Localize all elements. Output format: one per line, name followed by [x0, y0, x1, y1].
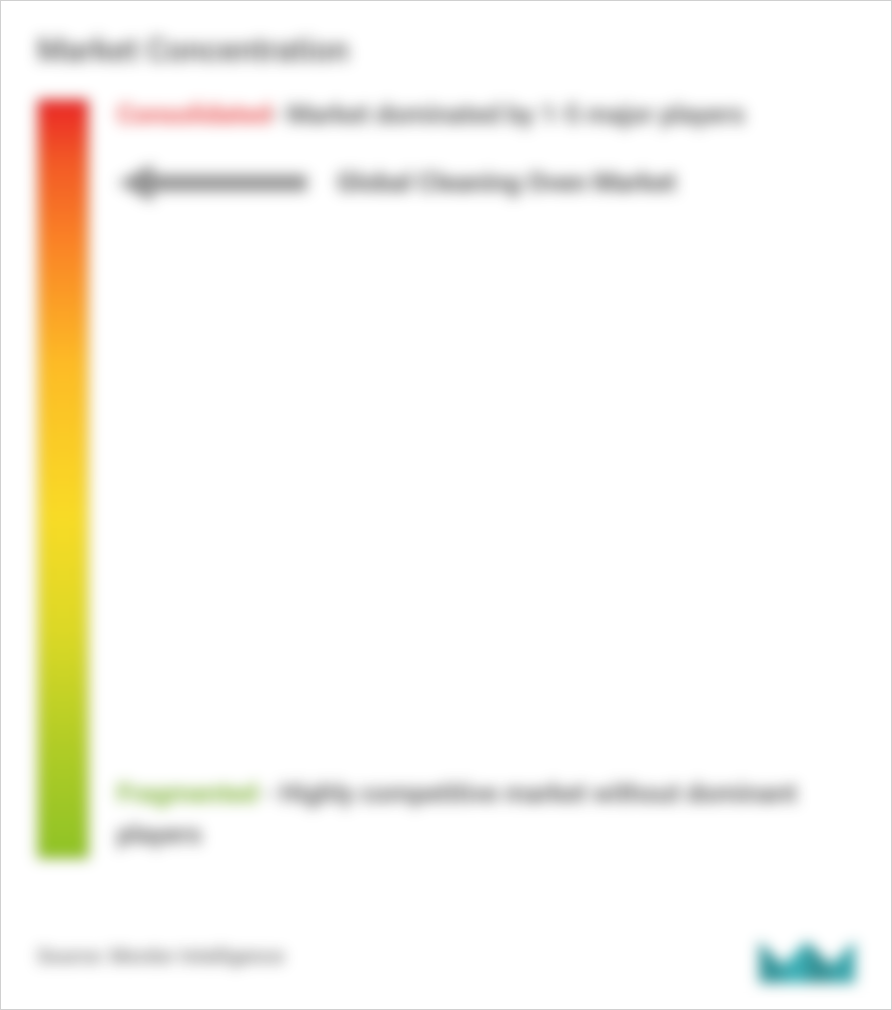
- source-text: Source: Mordor Intelligence: [37, 944, 284, 968]
- labels-column: Consolidated- Market dominated by 1-5 ma…: [117, 99, 855, 859]
- page-title: Market Concentration: [37, 31, 855, 69]
- concentration-gradient-bar: [37, 99, 89, 859]
- mordor-logo-icon: [759, 929, 855, 983]
- consolidated-keyword: Consolidated: [117, 100, 271, 130]
- consolidated-rest: - Market dominated by 1-5 major players: [271, 100, 745, 130]
- consolidated-label: Consolidated- Market dominated by 1-5 ma…: [117, 95, 855, 135]
- left-arrow-icon: [117, 161, 307, 205]
- market-name-label: Global Cleaning Oven Market: [337, 166, 676, 201]
- footer: Source: Mordor Intelligence: [37, 929, 855, 983]
- fragmented-label: Fragmented - Highly competitive market w…: [117, 774, 855, 855]
- main-row: Consolidated- Market dominated by 1-5 ma…: [37, 99, 855, 859]
- infographic-container: Market Concentration Consolidated- Marke…: [1, 1, 891, 1009]
- market-position-row: Global Cleaning Oven Market: [117, 161, 855, 205]
- fragmented-keyword: Fragmented: [117, 779, 257, 809]
